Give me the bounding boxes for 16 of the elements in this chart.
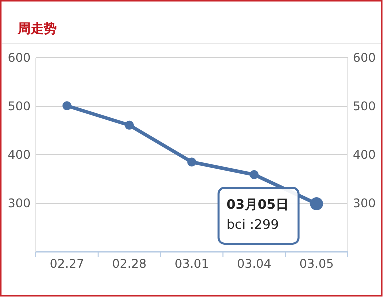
y-tick-label: 500 [8, 100, 31, 114]
y-tick-label: 400 [8, 148, 31, 162]
y2-tick-label: 400 [353, 148, 376, 162]
x-tick-label: 02.28 [112, 257, 147, 271]
x-tick-label: 02.27 [50, 257, 84, 271]
y-tick-label: 300 [8, 196, 31, 210]
y2-tick-label: 600 [353, 51, 376, 65]
y-tick-label: 600 [8, 51, 31, 65]
y2-tick-label: 300 [353, 196, 376, 210]
y2-tick-label: 500 [353, 100, 376, 114]
x-tick-label: 03.04 [237, 257, 272, 271]
x-tick-label: 03.05 [300, 257, 334, 271]
annotation: bci :299 [226, 218, 280, 233]
x-tick-label: 03.01 [174, 257, 210, 271]
chart-title: 周走势 [17, 21, 57, 37]
annotation: 03月05日 [226, 198, 289, 213]
